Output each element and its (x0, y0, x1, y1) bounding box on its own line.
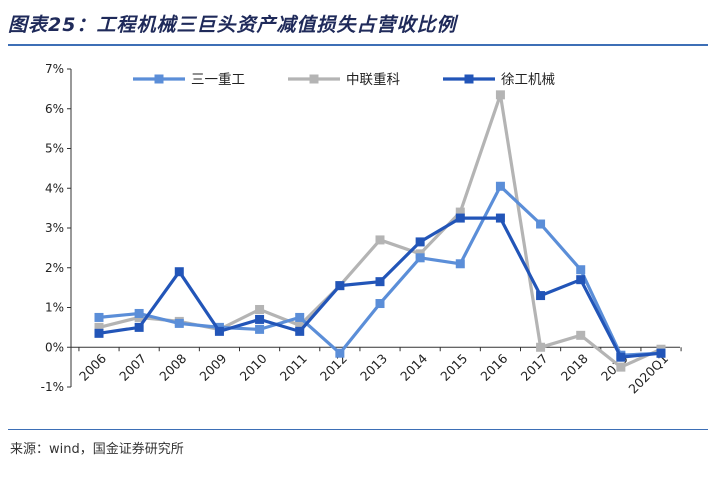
y-tick-label: 1% (45, 301, 64, 315)
x-tick-label: 2015 (437, 351, 470, 384)
data-point-1-11 (536, 342, 546, 352)
data-point-2-9 (455, 213, 465, 223)
data-point-1-5 (295, 320, 305, 330)
legend-label: 徐工机械 (501, 72, 555, 88)
data-point-1-4 (255, 304, 265, 314)
data-point-2-3 (214, 326, 224, 336)
data-point-2-5 (295, 326, 305, 336)
data-point-0-0 (94, 312, 104, 322)
legend-swatch-marker (154, 74, 164, 84)
legend-swatch-marker (464, 74, 474, 84)
chart-legend: 三一重工 中联重科 徐工机械 (133, 72, 555, 88)
data-point-2-0 (94, 328, 104, 338)
chart-title: 图表25：工程机械三巨头资产减值损失占营收比例 (8, 14, 457, 36)
x-tick-label: 2008 (156, 351, 189, 384)
data-point-2-6 (335, 281, 345, 291)
data-point-2-1 (134, 322, 144, 332)
data-point-0-2 (174, 318, 184, 328)
data-point-2-10 (495, 213, 505, 223)
x-tick-label: 2014 (397, 351, 430, 384)
data-point-1-10 (495, 90, 505, 100)
y-tick-label: 5% (45, 142, 64, 156)
y-tick-label: 4% (45, 181, 64, 195)
data-point-0-12 (576, 265, 586, 275)
y-tick-label: 7% (45, 62, 64, 76)
data-point-2-13 (616, 352, 626, 362)
footer-rule (8, 429, 708, 430)
data-point-0-6 (335, 348, 345, 358)
chart-axes: -1%0%1%2%3%4%5%6%7%2006 2007 2008 2009 2010 2… (41, 62, 682, 396)
y-tick-label: -1% (41, 380, 64, 394)
legend-swatch-marker (309, 74, 319, 84)
data-point-0-5 (295, 312, 305, 322)
data-point-0-9 (455, 259, 465, 269)
y-tick-label: 0% (45, 340, 64, 354)
y-tick-label: 3% (45, 221, 64, 235)
data-point-2-4 (255, 314, 265, 324)
chart-series (94, 90, 666, 372)
data-point-1-13 (616, 362, 626, 372)
data-point-1-7 (375, 235, 385, 245)
data-point-2-8 (415, 237, 425, 247)
data-point-0-10 (495, 181, 505, 191)
line-chart: -1%0%1%2%3%4%5%6%7%2006 2007 2008 2009 2010 2… (41, 62, 682, 396)
data-point-2-11 (536, 291, 546, 301)
x-tick-label: 2009 (196, 351, 229, 384)
data-point-1-12 (576, 330, 586, 340)
data-point-0-1 (134, 308, 144, 318)
x-tick-label: 2016 (477, 351, 510, 384)
data-point-1-0 (94, 322, 104, 332)
data-point-0-7 (375, 299, 385, 309)
x-tick-label: 2007 (116, 351, 149, 384)
x-tick-label: 2018 (558, 351, 591, 384)
title-rule (8, 44, 708, 46)
data-point-0-8 (415, 253, 425, 263)
y-tick-label: 2% (45, 261, 64, 275)
source-note: 来源：wind，国金证券研究所 (10, 442, 184, 457)
data-point-2-12 (576, 275, 586, 285)
data-point-2-2 (174, 267, 184, 277)
x-tick-label: 2017 (518, 351, 551, 384)
data-point-1-9 (455, 207, 465, 217)
x-tick-label: 2013 (357, 351, 390, 384)
y-tick-label: 6% (45, 102, 64, 116)
x-tick-label: 2006 (76, 351, 109, 384)
x-tick-label: 2011 (277, 351, 310, 384)
data-point-0-11 (536, 219, 546, 229)
data-point-2-7 (375, 277, 385, 287)
data-point-0-4 (255, 324, 265, 334)
legend-label: 三一重工 (191, 72, 245, 88)
data-point-2-14 (656, 348, 666, 358)
x-tick-label: 2010 (237, 351, 270, 384)
legend-label: 中联重科 (346, 72, 400, 88)
x-tick-label: 2012 (317, 351, 350, 384)
